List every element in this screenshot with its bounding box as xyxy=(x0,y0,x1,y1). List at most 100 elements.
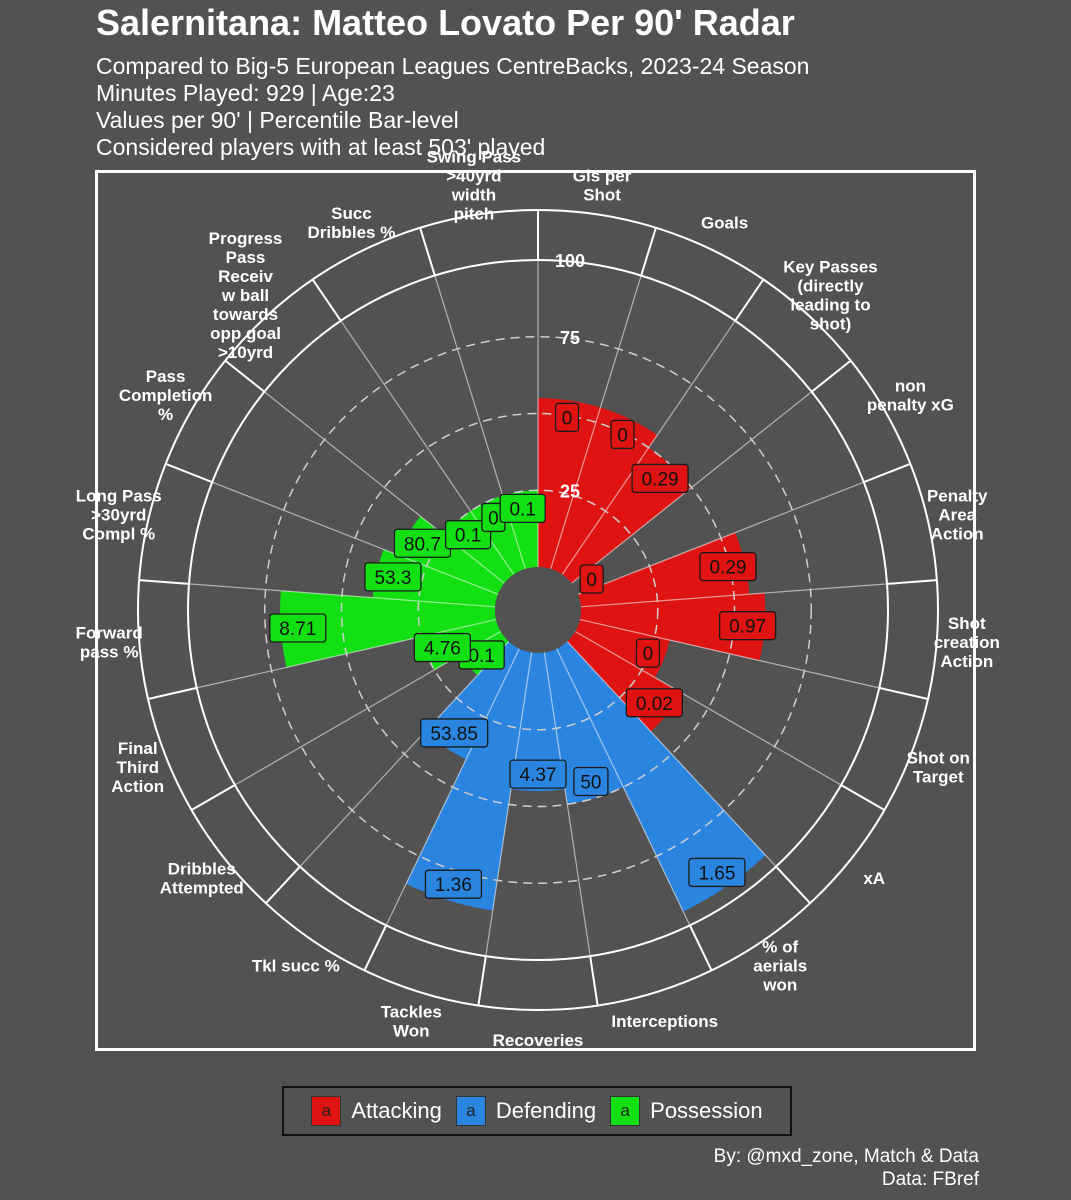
spoke-outer-20 xyxy=(419,227,436,276)
spoke-outer-2 xyxy=(734,278,765,322)
value-label-11: 1.36 xyxy=(435,875,472,896)
value-box-6 xyxy=(635,638,661,668)
spoke-inner-6 xyxy=(579,618,880,689)
bar-1 xyxy=(550,407,658,575)
value-box-10 xyxy=(509,759,567,789)
radial-tick-25: 25 xyxy=(560,481,580,501)
legend-label-possession: Possession xyxy=(650,1098,763,1123)
ring-25 xyxy=(417,489,659,731)
chart-title: Salernitana: Matteo Lovato Per 90' Radar xyxy=(96,2,795,43)
category-label-4: Penalty Area Action xyxy=(927,486,988,543)
value-box-3 xyxy=(579,564,604,594)
value-label-15: 8.71 xyxy=(279,619,316,640)
category-label-16: Long Pass >30yrd Compl % xyxy=(76,486,162,543)
value-label-20: 0.1 xyxy=(509,499,535,520)
spoke-inner-9 xyxy=(556,648,691,926)
legend-key-attacking: a xyxy=(311,1096,342,1126)
value-box-16 xyxy=(364,562,422,592)
category-label-15: Forward pass % xyxy=(76,624,143,662)
value-box-11 xyxy=(424,869,483,899)
category-label-1: Goals xyxy=(701,214,748,233)
subtitle-minutes-age: Minutes Played: 929 | Age:23 xyxy=(96,80,395,106)
value-box-12 xyxy=(420,718,489,748)
category-label-8: % of aerials won xyxy=(753,937,807,994)
category-label-6: Shot on Target xyxy=(907,749,970,787)
category-label-5: Shot creation Action xyxy=(934,614,1000,671)
category-label-19: Succ Dribbles % xyxy=(308,204,396,242)
value-label-18: 0.1 xyxy=(455,526,481,547)
category-label-9: Interceptions xyxy=(611,1012,718,1031)
spoke-outer-3 xyxy=(811,359,852,393)
value-label-4: 0.29 xyxy=(709,558,746,579)
radial-tick-100: 100 xyxy=(555,251,585,271)
radial-tick-75: 75 xyxy=(560,328,580,348)
category-label-7: xA xyxy=(863,869,885,888)
spoke-outer-10 xyxy=(589,955,599,1006)
spoke-outer-5 xyxy=(886,579,937,585)
spoke-outer-4 xyxy=(863,462,911,484)
ring-outer xyxy=(137,209,939,1011)
subtitle-values: Values per 90' | Percentile Bar-level xyxy=(96,107,459,133)
category-label-2: Key Passes (directly leading to shot) xyxy=(783,257,878,333)
legend-key-possession: a xyxy=(610,1096,641,1126)
spoke-outer-15 xyxy=(147,686,197,700)
category-label-10: Recoveries xyxy=(493,1031,584,1050)
spoke-outer-16 xyxy=(139,579,190,585)
value-label-17: 80.7 xyxy=(404,534,441,555)
value-label-7: 0.02 xyxy=(636,694,673,715)
bar-4 xyxy=(578,532,750,607)
chart-panel-border xyxy=(95,170,976,1051)
legend-label-attacking: Attacking xyxy=(351,1098,442,1123)
spoke-outer-14 xyxy=(191,784,236,811)
credits-author: By: @mxd_zone, Match & Data xyxy=(713,1146,979,1167)
legend: a Attacking a Defending a Possession xyxy=(282,1086,792,1136)
spoke-outer-11 xyxy=(477,955,487,1006)
spoke-inner-18 xyxy=(263,391,505,584)
value-label-8: 1.65 xyxy=(698,863,735,884)
spoke-outer-13 xyxy=(265,865,301,904)
category-label-11: Tackles Won xyxy=(381,1002,442,1040)
legend-label-defending: Defending xyxy=(495,1098,597,1123)
value-box-4 xyxy=(699,551,757,582)
value-label-12: 53.85 xyxy=(430,724,478,745)
bar-15 xyxy=(280,590,497,668)
credits-source: Data: FBref xyxy=(881,1169,979,1190)
value-box-15 xyxy=(269,613,327,643)
legend-item-possession: a Possession xyxy=(610,1096,763,1126)
value-box-20 xyxy=(499,493,546,524)
value-box-5 xyxy=(718,611,777,641)
legend-key-defending: a xyxy=(455,1096,486,1126)
category-label-14: Final Third Action xyxy=(111,739,164,796)
value-label-13: 0.1 xyxy=(468,646,494,667)
value-label-5: 0.97 xyxy=(729,617,766,638)
bar-10 xyxy=(511,652,565,792)
category-label-17: Pass Completion% xyxy=(119,367,213,424)
value-label-0: 0 xyxy=(562,408,573,429)
value-box-1 xyxy=(610,419,635,450)
value-label-14: 4.76 xyxy=(424,639,461,660)
spoke-inner-8 xyxy=(566,641,777,867)
value-box-0 xyxy=(554,402,580,432)
category-label-12: Tkl succ % xyxy=(252,956,340,975)
bar-0 xyxy=(538,398,601,569)
category-label-0: Gls per Shot xyxy=(573,166,632,204)
credits: By: @mxd_zone, Match & Data Data: FBref xyxy=(714,1145,979,1191)
ring-50 xyxy=(340,412,736,808)
value-label-10: 4.37 xyxy=(520,765,557,786)
spoke-outer-6 xyxy=(879,686,929,700)
value-box-9 xyxy=(573,766,609,797)
spoke-outer-12 xyxy=(363,924,388,971)
category-label-18: Progress Pass Receiv w ball towards opp goal >… xyxy=(209,229,283,362)
value-box-18 xyxy=(444,520,492,550)
spoke-inner-1 xyxy=(550,275,642,570)
spoke-outer-19 xyxy=(311,278,342,322)
legend-item-defending: a Defending xyxy=(455,1096,597,1126)
value-box-2 xyxy=(631,463,689,494)
value-label-16: 53.3 xyxy=(374,568,411,589)
spoke-inner-10 xyxy=(543,652,591,957)
subtitle-comparison: Compared to Big-5 European Leagues Centr… xyxy=(96,53,810,79)
value-label-3: 0 xyxy=(586,570,597,591)
spoke-outer-18 xyxy=(224,359,265,393)
center-hole xyxy=(495,567,581,653)
